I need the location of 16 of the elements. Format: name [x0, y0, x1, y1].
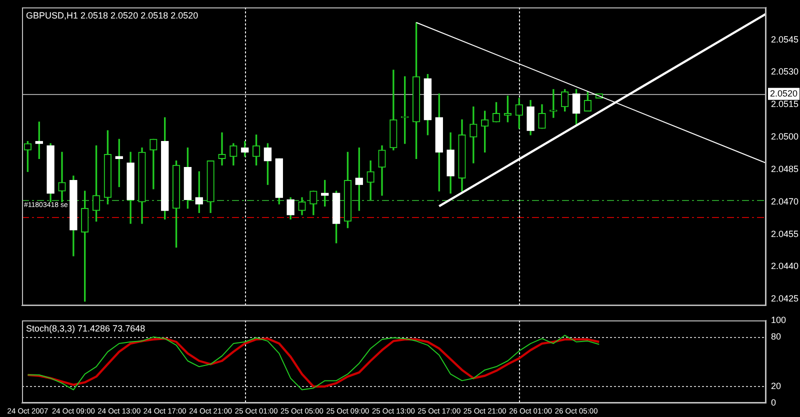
chart-title: Stoch(8,3,3) 71.4286 73.7648	[26, 323, 146, 334]
y-tick-label: 2.0530	[771, 66, 799, 77]
y-tick-label: 100	[771, 314, 786, 325]
chart-title: GBPUSD,H1 2.0518 2.0520 2.0518 2.0520	[26, 10, 198, 20]
y-tick-label: 2.0440	[771, 261, 799, 272]
y-tick-label: 2.0500	[771, 132, 799, 142]
y-tick-label: 2.0545	[771, 34, 799, 44]
y-tick-label: 2.0470	[771, 196, 799, 206]
ref-line-label: 2.0520	[770, 88, 798, 98]
y-tick-label: 2.0515	[771, 99, 799, 110]
y-tick-label: 80	[771, 331, 782, 342]
y-tick-label: 20	[771, 380, 782, 391]
y-tick-label: 2.0455	[771, 228, 799, 239]
y-tick-label: 0	[771, 397, 776, 408]
y-tick-label: 2.0425	[771, 294, 799, 304]
y-tick-label: 2.0485	[771, 164, 799, 174]
